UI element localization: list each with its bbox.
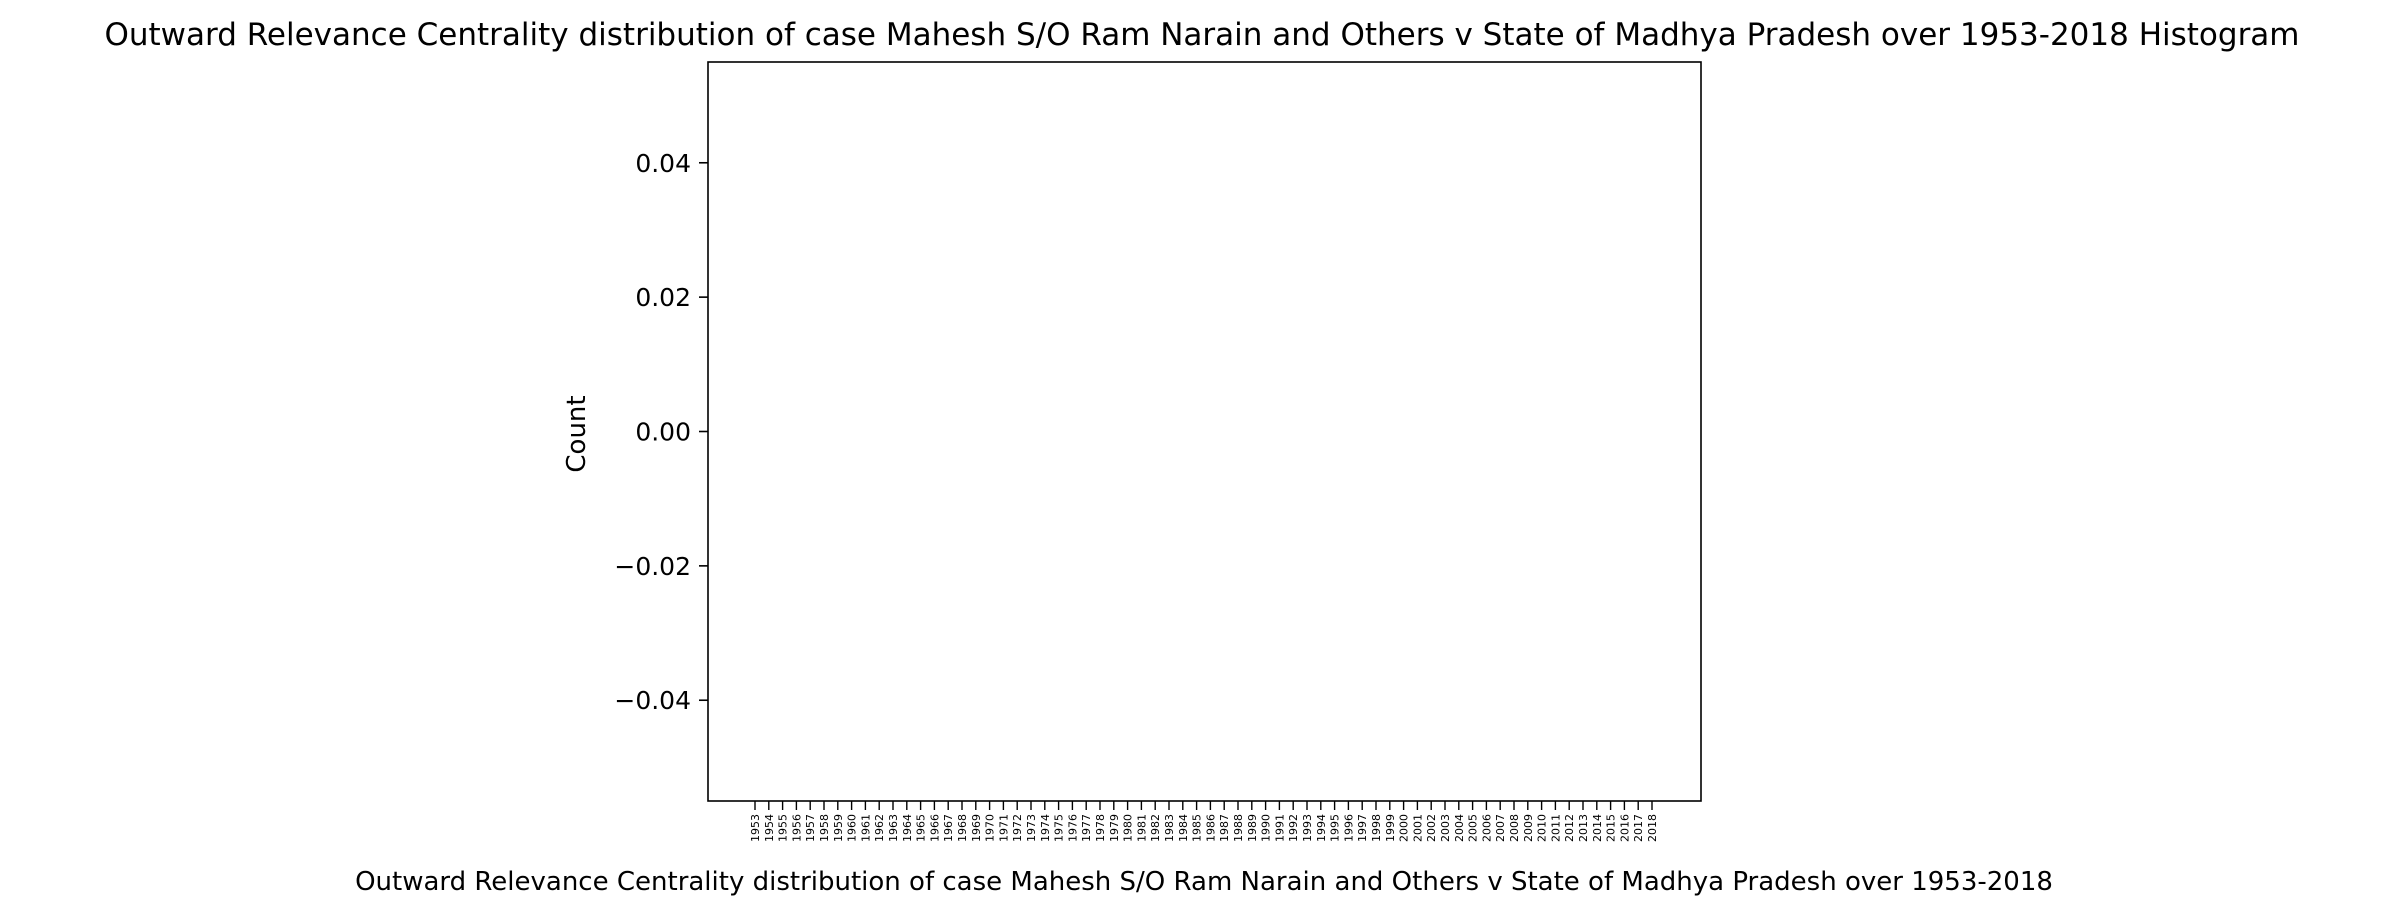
x-tick-label: 1964	[901, 814, 914, 842]
x-tick-label: 1977	[1080, 814, 1093, 842]
x-tick-label: 2002	[1425, 814, 1438, 842]
x-tick-label: 1963	[887, 814, 900, 842]
x-tick-label: 2017	[1632, 814, 1645, 842]
x-tick-label: 1962	[873, 814, 886, 842]
x-tick-label: 1981	[1135, 814, 1148, 842]
x-tick-label: 1972	[1011, 814, 1024, 842]
x-tick-label: 1984	[1177, 814, 1190, 842]
x-tick-label: 2016	[1618, 814, 1631, 842]
x-tick-label: 2012	[1563, 814, 1576, 842]
x-tick-label: 1978	[1094, 814, 1107, 842]
x-tick-label: 1967	[942, 814, 955, 842]
x-tick-label: 2018	[1646, 814, 1659, 842]
x-tick-label: 1985	[1191, 814, 1204, 842]
x-tick-label: 1998	[1370, 814, 1383, 842]
y-axis: −0.04 −0.02 0.00 0.02 0.04	[614, 149, 708, 715]
plot-area-frame	[707, 61, 1702, 802]
y-tick-label: 0.00	[635, 418, 691, 447]
x-tick-label: 1983	[1163, 814, 1176, 842]
x-tick-label: 2008	[1508, 814, 1521, 842]
x-tick-label: 1966	[928, 814, 941, 842]
x-tick-label: 1991	[1273, 814, 1286, 842]
x-tick-label: 2014	[1591, 814, 1604, 842]
x-tick-label: 1971	[997, 814, 1010, 842]
x-tick-label: 2004	[1453, 814, 1466, 842]
y-tick-label: 0.02	[635, 283, 691, 312]
x-tick-label: 1994	[1315, 814, 1328, 842]
x-tick-label: 1989	[1246, 814, 1259, 842]
x-tick-label: 1997	[1356, 814, 1369, 842]
x-tick-label: 1986	[1204, 814, 1217, 842]
x-axis: 1953 1954 1955 1956 1957 1958 1959 1960 1961 1962…	[749, 801, 1659, 842]
x-tick-label: 1996	[1342, 814, 1355, 842]
x-tick-label: 1965	[915, 814, 928, 842]
x-tick-label: 1976	[1066, 814, 1079, 842]
x-tick-label: 2015	[1605, 814, 1618, 842]
y-tick-label: −0.02	[614, 552, 691, 581]
x-tick-label: 1995	[1329, 814, 1342, 842]
x-tick-label: 1968	[956, 814, 969, 842]
x-tick-label: 1956	[790, 814, 803, 842]
x-tick-label: 1959	[832, 814, 845, 842]
x-tick-label: 2003	[1439, 814, 1452, 842]
x-tick-label: 1969	[970, 814, 983, 842]
x-tick-label: 1953	[749, 814, 762, 842]
x-tick-label: 1970	[984, 814, 997, 842]
x-tick-label: 1958	[818, 814, 831, 842]
x-tick-label: 1987	[1218, 814, 1231, 842]
x-axis-label: Outward Relevance Centrality distributio…	[355, 867, 2053, 897]
x-tick-label: 2006	[1480, 814, 1493, 842]
x-tick-label: 1961	[859, 814, 872, 842]
y-tick-label: −0.04	[614, 686, 691, 715]
x-tick-label: 1957	[804, 814, 817, 842]
x-tick-label: 2009	[1522, 814, 1535, 842]
x-tick-label: 2001	[1411, 814, 1424, 842]
x-tick-label: 1980	[1122, 814, 1135, 842]
x-tick-label: 2005	[1467, 814, 1480, 842]
x-tick-label: 1990	[1260, 814, 1273, 842]
x-tick-label: 1992	[1287, 814, 1300, 842]
y-tick-label: 0.04	[635, 149, 691, 178]
x-tick-label: 2011	[1549, 814, 1562, 842]
x-tick-label: 1974	[1039, 814, 1052, 842]
x-tick-label: 1975	[1053, 814, 1066, 842]
x-tick-label: 1993	[1301, 814, 1314, 842]
x-tick-label: 2013	[1577, 814, 1590, 842]
chart-title: Outward Relevance Centrality distributio…	[104, 17, 2299, 53]
x-tick-label: 2007	[1494, 814, 1507, 842]
x-tick-label: 1954	[763, 814, 776, 842]
x-tick-label: 1999	[1384, 814, 1397, 842]
x-tick-label: 1982	[1149, 814, 1162, 842]
x-tick-label: 1973	[1025, 814, 1038, 842]
x-tick-label: 1988	[1232, 814, 1245, 842]
y-axis-label: Count	[562, 395, 592, 472]
x-tick-label: 1960	[846, 814, 859, 842]
x-tick-label: 1955	[777, 814, 790, 842]
x-tick-label: 2000	[1398, 814, 1411, 842]
x-tick-label: 2010	[1536, 814, 1549, 842]
x-tick-label: 1979	[1108, 814, 1121, 842]
